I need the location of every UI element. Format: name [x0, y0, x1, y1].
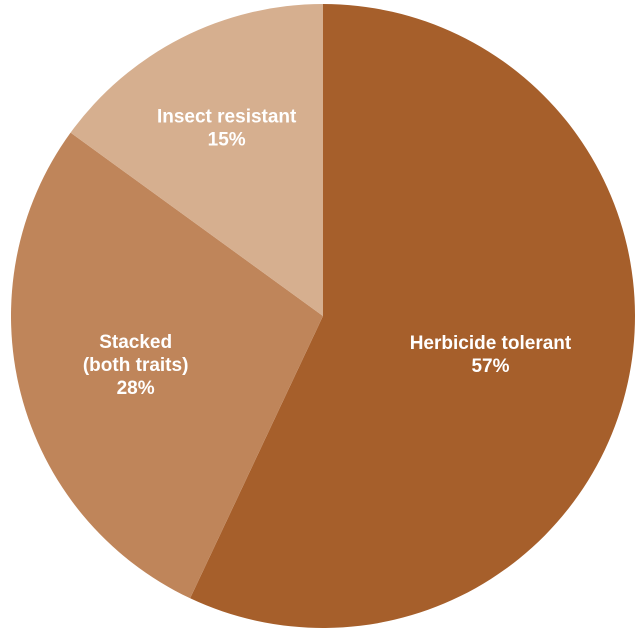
pie-slices	[10, 3, 636, 628]
pie-slice-herbicide-tolerant	[190, 4, 636, 628]
pie-slice-insect-resistant	[70, 3, 323, 316]
slice-name-label: Herbicide tolerant	[410, 333, 572, 354]
slice-name-label: Insect resistant	[157, 106, 297, 127]
slice-name-label: (both traits)	[83, 355, 189, 376]
pie-slice-stacked-both-traits	[10, 132, 323, 599]
pie-labels: Herbicide tolerant 57% Stacked (both traits…	[83, 106, 572, 399]
slice-percent-label: 57%	[471, 356, 509, 377]
slice-label-herbicide-tolerant: Herbicide tolerant 57%	[410, 333, 572, 377]
slice-percent-label: 15%	[208, 129, 246, 150]
slice-percent-label: 28%	[117, 378, 155, 399]
slice-name-label: Stacked	[99, 332, 172, 353]
slice-label-insect-resistant: Insect resistant 15%	[157, 106, 297, 150]
slice-label-stacked-both-traits: Stacked (both traits) 28%	[83, 332, 189, 399]
